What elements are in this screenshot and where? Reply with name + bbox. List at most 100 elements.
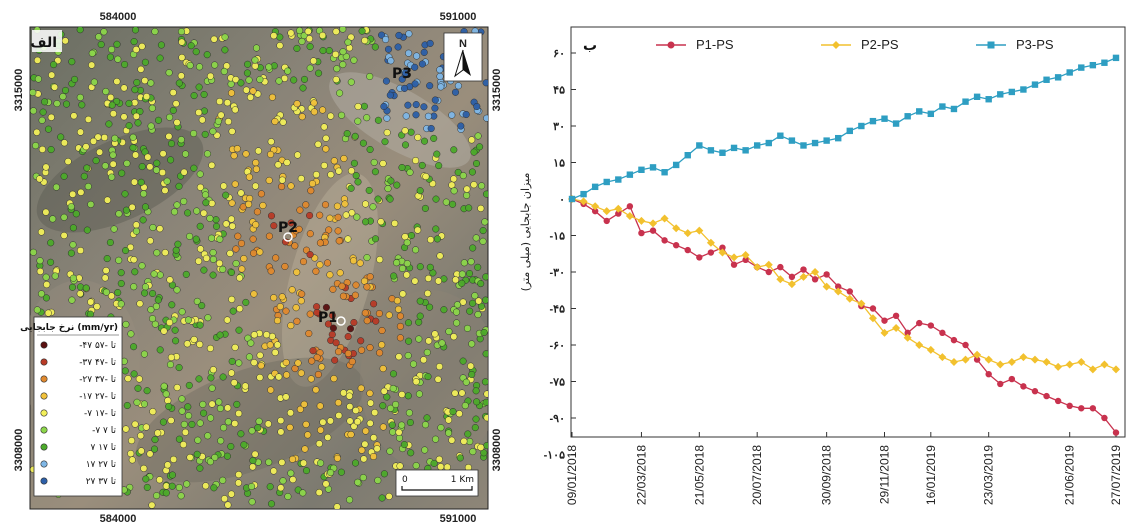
ps-point [143, 387, 151, 395]
ps-point [256, 248, 264, 256]
ps-point [333, 65, 341, 73]
data-point-p2-ps [753, 263, 762, 272]
map-point-label-p3: P3 [392, 66, 412, 82]
ps-point [425, 337, 433, 345]
ps-point [122, 206, 130, 214]
ps-point [146, 450, 154, 458]
ps-point [68, 58, 76, 66]
ps-point [87, 200, 95, 208]
ps-point [236, 274, 244, 282]
ps-point [89, 137, 98, 145]
ps-point [83, 164, 91, 172]
ps-point [68, 296, 76, 304]
data-point-p2-ps [984, 355, 993, 364]
ps-point [108, 173, 116, 181]
ps-point [217, 437, 225, 445]
ps-point [206, 72, 215, 80]
legend-marker [667, 41, 675, 49]
data-point-p3-ps [939, 103, 946, 110]
data-point-p1-ps [973, 356, 981, 363]
ps-point [288, 286, 296, 294]
ps-point [483, 414, 488, 422]
ps-point [223, 316, 231, 324]
ps-point [414, 133, 422, 141]
ps-point [293, 268, 301, 276]
ps-point [278, 183, 286, 191]
ps-point [220, 67, 228, 75]
ps-point [227, 89, 236, 97]
ps-point [107, 292, 116, 300]
ps-point [296, 206, 304, 214]
ps-point [219, 265, 227, 273]
data-point-p3-ps [753, 142, 761, 149]
ps-point [238, 265, 246, 273]
ps-point [361, 200, 370, 208]
ps-point [430, 459, 438, 467]
ps-point [193, 297, 201, 305]
ps-point [357, 337, 365, 345]
data-point-p1-ps [1031, 388, 1039, 395]
ps-point [252, 44, 261, 52]
ps-point [237, 239, 246, 247]
ps-point [267, 267, 275, 275]
ps-point [271, 117, 279, 126]
data-point-p3-ps [1020, 86, 1027, 93]
ps-point [102, 288, 110, 296]
ps-point [463, 185, 471, 193]
ps-point [348, 358, 356, 366]
ps-point [41, 98, 49, 106]
ps-point [166, 276, 174, 284]
ps-point [130, 178, 138, 186]
ps-point [251, 450, 259, 458]
ps-point [206, 214, 214, 222]
ps-point [215, 398, 223, 406]
ps-point [412, 111, 420, 119]
ps-point [477, 204, 485, 212]
ps-point [211, 61, 219, 69]
ps-point [412, 378, 420, 386]
ps-point [82, 143, 90, 151]
ps-point [436, 252, 444, 260]
ps-point [347, 78, 355, 86]
data-point-p1-ps [672, 242, 680, 249]
ps-point [240, 255, 248, 263]
ps-point [105, 120, 113, 128]
ps-point [334, 399, 342, 407]
ps-point [306, 211, 314, 220]
ps-point [52, 183, 60, 191]
data-point-p2-ps [602, 207, 611, 216]
map-legend-swatch [40, 375, 48, 383]
ps-point [173, 286, 181, 294]
ps-point [405, 409, 413, 417]
ps-point [192, 235, 200, 243]
ps-point [380, 102, 388, 111]
ps-point [463, 324, 472, 332]
ps-point [67, 249, 75, 257]
ps-point [362, 427, 370, 435]
data-point-p2-ps [857, 299, 866, 308]
ps-point [473, 102, 481, 111]
ps-point [195, 257, 203, 265]
data-point-p2-ps [1054, 362, 1063, 371]
ps-point [148, 315, 157, 323]
ps-point [358, 346, 366, 354]
ps-point [117, 279, 125, 288]
ps-point [180, 168, 188, 176]
ps-point [214, 117, 222, 125]
ps-point [306, 251, 314, 259]
ps-point [62, 100, 71, 108]
ps-point [354, 478, 362, 486]
data-point-p1-ps [927, 322, 935, 329]
ps-point [453, 319, 461, 327]
data-point-p3-ps [835, 134, 842, 142]
ps-point [325, 47, 333, 55]
ps-point [219, 476, 227, 484]
ps-point [125, 99, 133, 107]
ps-point [398, 163, 406, 172]
y-tick-label: -۱۵ [550, 231, 566, 243]
data-point-p3-ps [638, 166, 645, 173]
ps-point [483, 442, 488, 450]
ps-point [346, 496, 354, 504]
ps-point [240, 441, 248, 449]
ps-point [130, 283, 138, 291]
